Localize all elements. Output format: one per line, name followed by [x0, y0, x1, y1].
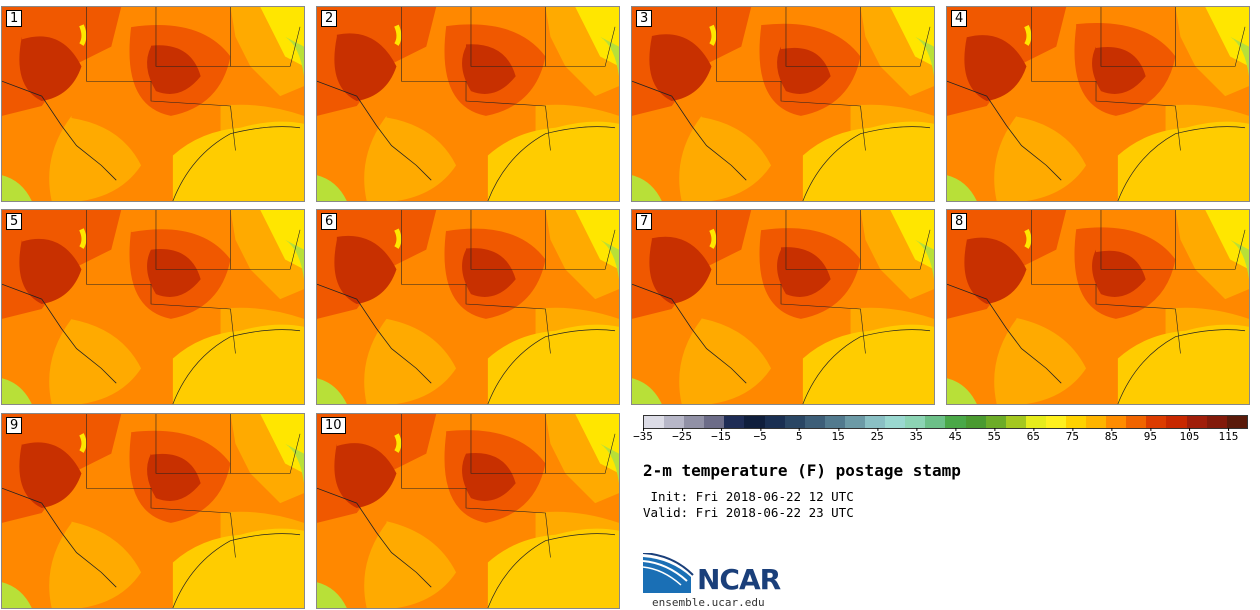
colorbar-tick-label: 75 — [1065, 428, 1079, 443]
member-number-label: 4 — [951, 10, 968, 27]
site-url: ensemble.ucar.edu — [652, 596, 765, 609]
member-panel-7[interactable]: 7 — [631, 209, 935, 405]
member-number-label: 1 — [6, 10, 23, 27]
colorbar-swatch — [1086, 416, 1107, 428]
colorbar-swatch — [985, 416, 1006, 428]
colorbar-tick-label: −35 — [633, 428, 653, 443]
colorbar-tick-label: 25 — [870, 428, 884, 443]
colorbar-swatch — [1126, 416, 1147, 428]
colorbar-tick-label: 85 — [1104, 428, 1118, 443]
member-number-label: 2 — [321, 10, 338, 27]
member-panel-3[interactable]: 3 — [631, 6, 935, 202]
colorbar-swatch — [1166, 416, 1187, 428]
colorbar-tick-label: −25 — [672, 428, 692, 443]
temperature-colorbar — [643, 415, 1248, 429]
member-number-label: 5 — [6, 213, 23, 230]
colorbar-swatch — [1146, 416, 1167, 428]
member-number-label: 6 — [321, 213, 338, 230]
colorbar-tick-label: −5 — [753, 428, 767, 443]
colorbar-swatch — [965, 416, 986, 428]
colorbar-swatch — [784, 416, 805, 428]
member-panel-1[interactable]: 1 — [1, 6, 305, 202]
colorbar-swatch — [945, 416, 966, 428]
colorbar-swatch — [1025, 416, 1046, 428]
colorbar-swatch — [925, 416, 946, 428]
colorbar-swatch — [644, 416, 665, 428]
colorbar-swatch — [804, 416, 825, 428]
colorbar-tick-label: 5 — [795, 428, 803, 443]
member-number-label: 7 — [636, 213, 653, 230]
colorbar-swatch — [865, 416, 886, 428]
colorbar-swatch — [1206, 416, 1227, 428]
colorbar-swatch — [1065, 416, 1087, 428]
colorbar-tick-label: 55 — [987, 428, 1001, 443]
chart-title: 2-m temperature (F) postage stamp — [643, 461, 961, 480]
member-panel-4[interactable]: 4 — [946, 6, 1250, 202]
member-number-label: 10 — [321, 417, 346, 434]
colorbar-swatch — [905, 416, 926, 428]
colorbar-swatch — [724, 416, 745, 428]
colorbar-tick-label: −15 — [711, 428, 731, 443]
colorbar-ticks: −35 −25 −15 −5 5 15 25 35 45 55 65 75 85 95 105 115 — [633, 428, 1248, 450]
member-number-label: 3 — [636, 10, 653, 27]
colorbar-swatch — [764, 416, 785, 428]
member-panel-6[interactable]: 6 — [316, 209, 620, 405]
colorbar-swatch — [1005, 416, 1026, 428]
colorbar-swatch — [844, 416, 866, 428]
member-panel-5[interactable]: 5 — [1, 209, 305, 405]
member-panel-9[interactable]: 9 — [1, 413, 305, 609]
colorbar-swatch — [684, 416, 705, 428]
colorbar-swatch — [885, 416, 906, 428]
colorbar-tick-label: 45 — [948, 428, 962, 443]
member-panel-10[interactable]: 10 — [316, 413, 620, 609]
logo-wordmark: NCAR — [697, 563, 781, 596]
member-number-label: 8 — [951, 213, 968, 230]
colorbar-swatch — [704, 416, 725, 428]
colorbar-tick-label: 115 — [1218, 428, 1239, 443]
colorbar-tick-label: 35 — [909, 428, 923, 443]
member-panel-2[interactable]: 2 — [316, 6, 620, 202]
colorbar-swatch — [664, 416, 685, 428]
colorbar-swatch — [824, 416, 845, 428]
colorbar-swatch — [1106, 416, 1127, 428]
init-time: Init: Fri 2018-06-22 12 UTC — [643, 489, 854, 504]
ncar-logo-icon — [643, 553, 694, 593]
colorbar-swatch — [744, 416, 765, 428]
member-number-label: 9 — [6, 417, 23, 434]
colorbar-swatch — [1186, 416, 1207, 428]
member-panel-8[interactable]: 8 — [946, 209, 1250, 405]
colorbar-tick-label: 95 — [1143, 428, 1158, 443]
colorbar-swatch — [1045, 416, 1066, 428]
colorbar-tick-label: 15 — [831, 428, 845, 443]
valid-time: Valid: Fri 2018-06-22 23 UTC — [643, 505, 854, 520]
colorbar-swatch — [1226, 416, 1247, 428]
colorbar-tick-label: 65 — [1026, 428, 1040, 443]
colorbar-tick-label: 105 — [1179, 428, 1200, 443]
